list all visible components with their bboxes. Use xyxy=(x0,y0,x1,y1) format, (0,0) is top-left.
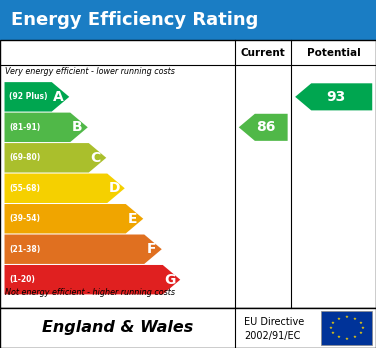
Text: Potential: Potential xyxy=(307,48,361,57)
Text: B: B xyxy=(72,120,83,134)
Text: Energy Efficiency Rating: Energy Efficiency Rating xyxy=(11,11,259,29)
Text: ★: ★ xyxy=(345,337,349,341)
Text: Very energy efficient - lower running costs: Very energy efficient - lower running co… xyxy=(5,67,174,76)
Polygon shape xyxy=(239,114,288,141)
Text: (92 Plus): (92 Plus) xyxy=(9,92,47,101)
Text: 86: 86 xyxy=(256,120,275,134)
Text: ★: ★ xyxy=(361,326,365,330)
Polygon shape xyxy=(5,174,125,203)
Bar xyxy=(0,308,376,348)
Polygon shape xyxy=(5,82,69,112)
Text: ★: ★ xyxy=(337,317,341,321)
Text: Current: Current xyxy=(241,48,286,57)
Text: ★: ★ xyxy=(331,331,335,335)
Text: 2002/91/EC: 2002/91/EC xyxy=(244,331,301,341)
Bar xyxy=(321,311,372,345)
Text: ★: ★ xyxy=(337,335,341,339)
Text: ★: ★ xyxy=(329,326,332,330)
FancyBboxPatch shape xyxy=(0,0,376,40)
Text: E: E xyxy=(128,212,138,226)
Text: (21-38): (21-38) xyxy=(9,245,40,254)
Text: D: D xyxy=(109,181,120,195)
Text: 93: 93 xyxy=(326,90,346,104)
Text: England & Wales: England & Wales xyxy=(42,321,193,335)
Text: ★: ★ xyxy=(353,335,357,339)
Text: ★: ★ xyxy=(345,315,349,319)
Polygon shape xyxy=(5,143,106,173)
Text: (81-91): (81-91) xyxy=(9,123,40,132)
Text: (39-54): (39-54) xyxy=(9,214,40,223)
Text: C: C xyxy=(91,151,101,165)
Bar xyxy=(0,40,376,308)
Text: ★: ★ xyxy=(331,321,335,325)
Text: ★: ★ xyxy=(359,321,363,325)
Polygon shape xyxy=(5,113,88,142)
Text: ★: ★ xyxy=(359,331,363,335)
Text: (1-20): (1-20) xyxy=(9,275,35,284)
Text: (69-80): (69-80) xyxy=(9,153,40,162)
Polygon shape xyxy=(5,235,162,264)
Text: A: A xyxy=(53,90,64,104)
Polygon shape xyxy=(5,265,180,294)
Text: EU Directive: EU Directive xyxy=(244,317,305,327)
Text: Not energy efficient - higher running costs: Not energy efficient - higher running co… xyxy=(5,288,174,297)
Text: (55-68): (55-68) xyxy=(9,184,40,193)
Text: ★: ★ xyxy=(353,317,357,321)
Text: G: G xyxy=(164,273,176,287)
Polygon shape xyxy=(5,204,143,234)
Polygon shape xyxy=(295,83,372,110)
Text: F: F xyxy=(147,242,156,256)
